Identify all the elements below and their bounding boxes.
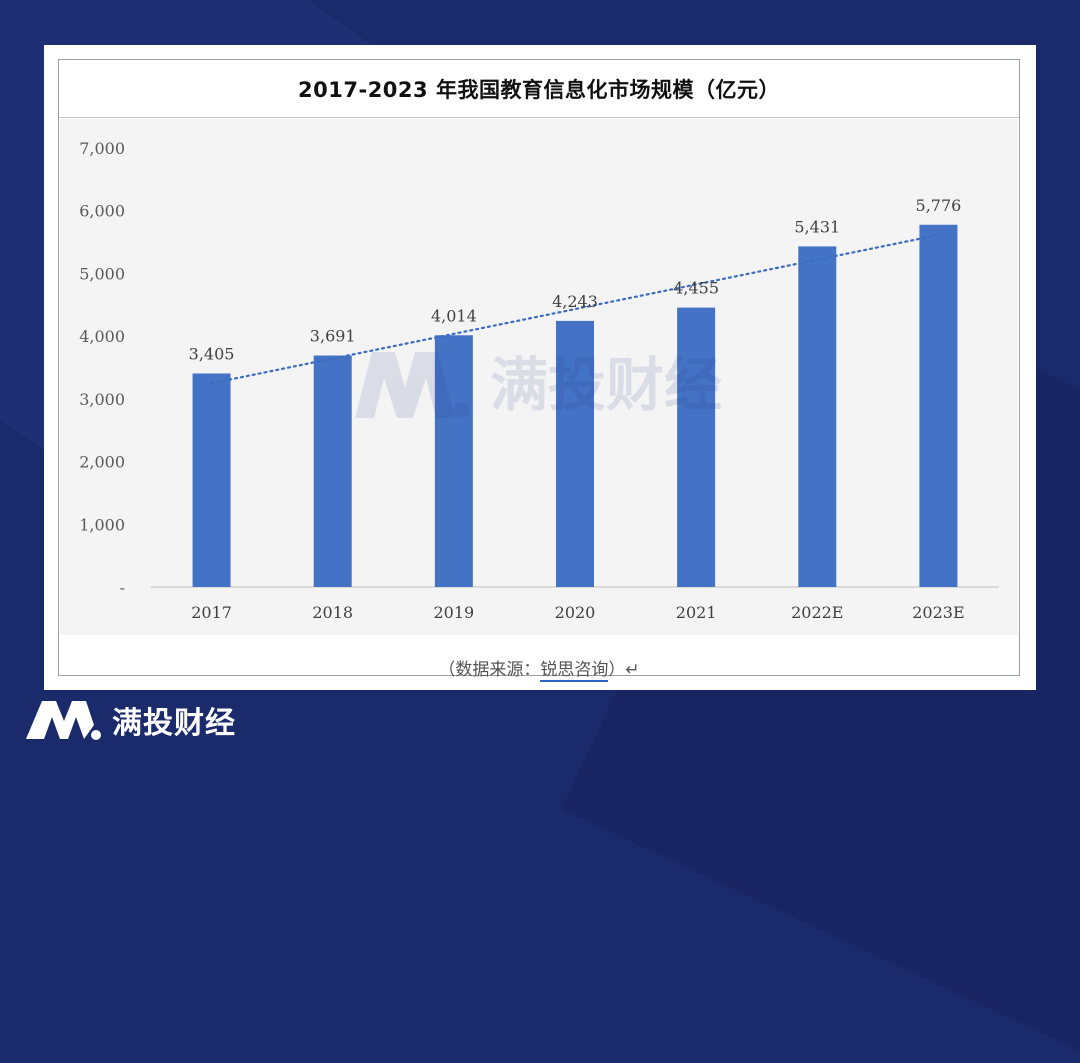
y-tick-label: - bbox=[120, 578, 125, 597]
y-tick-label: 6,000 bbox=[79, 202, 125, 221]
x-tick-label: 2020 bbox=[555, 603, 596, 622]
x-tick-label: 2017 bbox=[191, 603, 232, 622]
data-label: 4,243 bbox=[552, 292, 598, 311]
bar-2021 bbox=[677, 307, 716, 587]
x-tick-label: 2023E bbox=[912, 603, 964, 622]
x-tick-label: 2021 bbox=[676, 603, 717, 622]
bar-2020 bbox=[556, 320, 594, 587]
x-tick-label: 2022E bbox=[791, 603, 843, 622]
bar-2018 bbox=[313, 355, 352, 587]
x-tick-label: 2018 bbox=[312, 603, 353, 622]
y-tick-label: 2,000 bbox=[79, 453, 125, 472]
source-note: （数据来源：锐思咨询）↵ bbox=[59, 655, 1019, 682]
source-suffix: ）↵ bbox=[608, 660, 640, 680]
source-name: 锐思咨询 bbox=[540, 660, 609, 682]
source-prefix: （数据来源： bbox=[438, 660, 541, 680]
y-tick-label: 7,000 bbox=[79, 139, 125, 158]
x-tick-label: 2019 bbox=[433, 603, 474, 622]
chart-title-bar: 2017-2023 年我国教育信息化市场规模（亿元） bbox=[59, 60, 1019, 118]
trendline bbox=[210, 233, 940, 385]
brand-logo-icon bbox=[26, 701, 101, 740]
y-tick-label: 5,000 bbox=[79, 264, 125, 283]
chart-frame: 2017-2023 年我国教育信息化市场规模（亿元） - 1,000 2,000 3,… bbox=[58, 59, 1020, 682]
bar-chart: - 1,000 2,000 3,000 4,000 5,000 6,000 7,000 3,4… bbox=[79, 139, 999, 622]
bar-2019 bbox=[434, 335, 473, 587]
data-label: 3,405 bbox=[189, 344, 235, 363]
data-label: 5,776 bbox=[916, 196, 962, 215]
data-label: 4,455 bbox=[673, 279, 719, 298]
y-tick-label: 3,000 bbox=[79, 390, 125, 409]
bar-2022E bbox=[798, 246, 837, 587]
footer-brand: 满投财经 bbox=[22, 695, 236, 745]
data-label: 5,431 bbox=[794, 217, 840, 236]
chart-title: 2017-2023 年我国教育信息化市场规模（亿元） bbox=[298, 77, 780, 102]
bar-2023E bbox=[919, 224, 958, 588]
data-label: 3,691 bbox=[310, 327, 356, 346]
bar-2017 bbox=[192, 373, 231, 587]
y-tick-label: 4,000 bbox=[79, 327, 125, 346]
chart-card: 2017-2023 年我国教育信息化市场规模（亿元） - 1,000 2,000 3,… bbox=[44, 45, 1036, 690]
data-label: 4,014 bbox=[431, 306, 477, 325]
brand-name: 满投财经 bbox=[112, 706, 236, 741]
y-tick-label: 1,000 bbox=[79, 515, 125, 534]
